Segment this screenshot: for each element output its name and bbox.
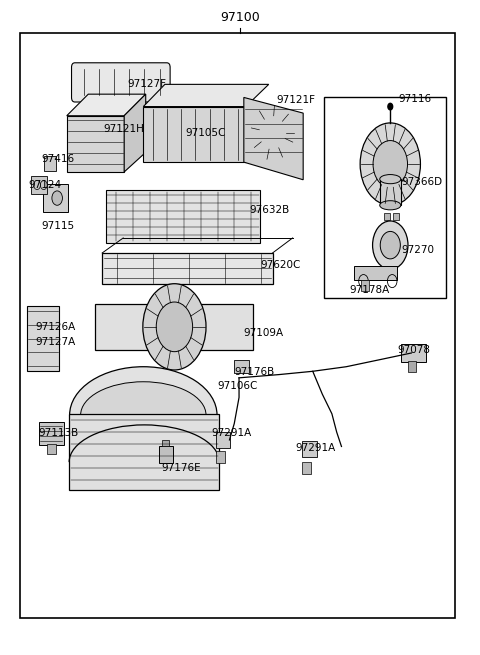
Text: 97176E: 97176E <box>161 463 201 473</box>
Bar <box>380 179 401 205</box>
Text: 97291A: 97291A <box>211 428 252 438</box>
Text: 97632B: 97632B <box>250 205 290 215</box>
Text: 97121F: 97121F <box>276 95 315 105</box>
Bar <box>159 447 172 464</box>
Polygon shape <box>124 94 146 172</box>
Bar <box>384 213 390 219</box>
Circle shape <box>52 191 62 205</box>
Text: 97127F: 97127F <box>128 79 167 89</box>
Bar <box>47 445 56 455</box>
Bar <box>302 462 311 474</box>
Ellipse shape <box>70 367 217 464</box>
Bar <box>69 414 219 489</box>
Text: 97126A: 97126A <box>35 322 75 333</box>
Polygon shape <box>67 94 146 116</box>
Circle shape <box>360 123 420 205</box>
Ellipse shape <box>380 174 401 183</box>
Text: 97366D: 97366D <box>402 178 443 187</box>
Polygon shape <box>102 253 273 284</box>
Bar <box>302 441 317 457</box>
Bar <box>216 432 230 448</box>
Bar <box>20 33 456 618</box>
Text: 97270: 97270 <box>402 246 435 255</box>
Bar <box>39 422 64 445</box>
Text: 97124: 97124 <box>28 180 61 190</box>
Text: 97416: 97416 <box>41 154 74 164</box>
Text: 97176B: 97176B <box>234 367 275 377</box>
Text: 97127A: 97127A <box>35 337 75 347</box>
Circle shape <box>380 231 400 259</box>
FancyBboxPatch shape <box>72 63 170 102</box>
Text: 97109A: 97109A <box>244 328 284 338</box>
Text: 97105C: 97105C <box>185 128 225 138</box>
Text: 97113B: 97113B <box>38 428 78 438</box>
Circle shape <box>156 302 192 352</box>
Bar <box>324 97 446 298</box>
Circle shape <box>388 103 393 110</box>
Text: 97121H: 97121H <box>104 124 144 134</box>
Bar <box>354 266 397 280</box>
Bar <box>360 280 369 291</box>
Circle shape <box>373 141 408 187</box>
Bar <box>401 344 426 362</box>
Ellipse shape <box>81 382 206 449</box>
Bar <box>26 306 59 371</box>
Circle shape <box>372 221 408 269</box>
Bar <box>216 451 225 463</box>
Text: 97078: 97078 <box>397 345 430 356</box>
Text: 97115: 97115 <box>41 221 74 231</box>
Bar <box>162 440 169 447</box>
Bar <box>31 176 47 194</box>
Bar <box>408 362 416 372</box>
Text: 97116: 97116 <box>398 94 431 103</box>
Polygon shape <box>67 116 124 172</box>
Bar <box>44 157 56 171</box>
Bar <box>43 184 68 212</box>
Text: 97620C: 97620C <box>260 260 300 270</box>
Circle shape <box>143 284 206 370</box>
Bar <box>96 304 253 350</box>
Text: 97106C: 97106C <box>217 381 257 391</box>
Bar <box>393 213 399 219</box>
Ellipse shape <box>380 200 401 210</box>
Bar <box>234 360 249 373</box>
Text: 97100: 97100 <box>220 10 260 24</box>
Polygon shape <box>144 107 246 162</box>
Polygon shape <box>244 98 303 179</box>
Polygon shape <box>106 190 260 242</box>
Text: 97178A: 97178A <box>349 284 389 295</box>
Polygon shape <box>144 84 269 107</box>
Text: 97291A: 97291A <box>295 443 336 453</box>
